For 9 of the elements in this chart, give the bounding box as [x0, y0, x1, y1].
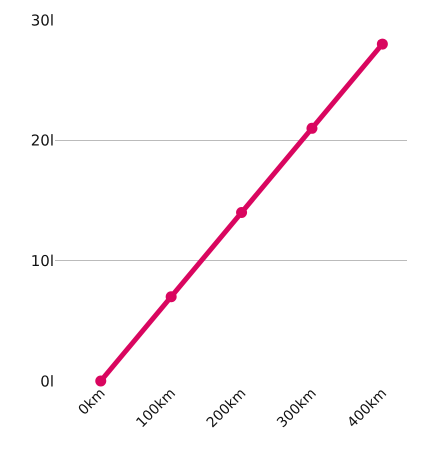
point — [166, 291, 177, 302]
y-tick-label: 30l — [30, 11, 54, 30]
point — [306, 122, 318, 134]
y-tick-label: 10l — [30, 252, 54, 270]
point — [376, 38, 388, 50]
y-tick-label: 0l — [40, 372, 54, 390]
y-tick-label: 20l — [30, 132, 54, 150]
point — [95, 376, 106, 386]
point — [236, 207, 248, 218]
